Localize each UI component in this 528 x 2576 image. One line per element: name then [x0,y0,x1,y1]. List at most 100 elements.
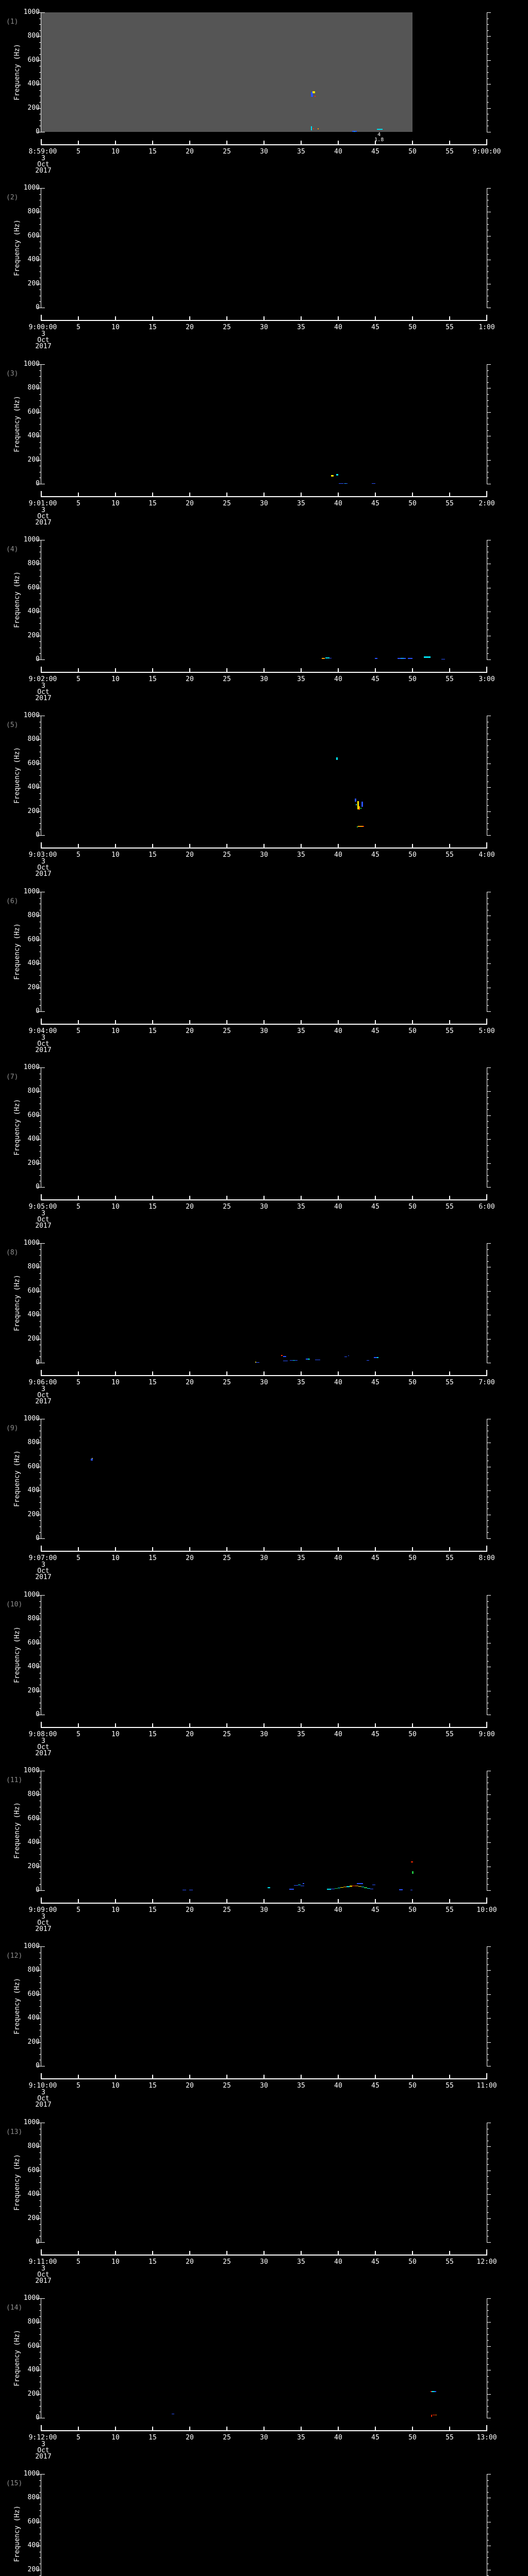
event-mark [372,1884,375,1886]
x-tick-label: 55 [446,851,454,859]
y-tick-label: 1000 [23,1591,40,1599]
x-tick [375,1899,376,1903]
panel-number: (8) [6,1249,19,1257]
y-tick-label: 200 [27,807,40,815]
y-minor-tick [39,1425,41,1426]
date-label: 2017 [35,343,52,350]
y-minor-tick [39,1472,41,1473]
y-major-tick [487,460,491,461]
x-axis-line [41,2255,487,2256]
end-time-label: 10:00 [476,1906,497,1914]
y-major-tick [37,811,41,812]
y-minor-tick [39,206,41,207]
x-tick-label: 40 [334,324,342,331]
x-tick [115,1723,116,1727]
y-axis-cap [41,1595,45,1596]
x-tick-label: 45 [371,2434,380,2442]
y-minor-tick [487,2316,489,2317]
y-minor-tick [39,382,41,383]
y-tick-label: 1000 [23,2119,40,2126]
x-tick [78,668,79,672]
y-minor-tick [487,2054,489,2055]
y-major-tick [487,1890,491,1891]
y-tick-label: 400 [27,607,40,616]
x-tick-label: 25 [223,1906,231,1914]
date-label: 2017 [35,2453,52,2461]
y-major-tick [37,1842,41,1843]
y-major-tick [37,364,41,365]
y-tick-label: 1000 [23,8,40,16]
event-mark [336,474,338,476]
x-tick [41,1370,42,1375]
x-tick-label: 10 [111,2258,120,2266]
y-minor-tick [487,799,489,800]
y-major-tick [487,1291,491,1292]
x-tick-label: 40 [334,1027,342,1035]
y-minor-tick [39,1884,41,1885]
y-major-tick [487,739,491,740]
event-mark [317,128,319,129]
y-minor-tick [39,1157,41,1158]
y-tick-label: 1000 [23,1415,40,1422]
x-tick [449,141,450,144]
x-tick-label: 35 [297,1906,305,1914]
y-minor-tick [39,2000,41,2001]
y-minor-tick [487,394,489,395]
y-tick-label: 0 [36,2414,40,2421]
x-tick [226,316,227,320]
y-tick-label: 0 [36,128,40,135]
y-tick-label: 200 [27,2038,40,2046]
y-minor-tick [487,1708,489,1709]
x-tick-label: 30 [260,1554,268,1562]
y-minor-tick [487,72,489,73]
x-tick-label: 10 [111,675,120,683]
y-minor-tick [39,2510,41,2511]
x-tick [486,2249,487,2255]
x-tick-label: 35 [297,2258,305,2266]
x-tick [375,1723,376,1727]
y-minor-tick [487,2492,489,2493]
y-tick-label: 1000 [23,1767,40,1774]
y-minor-tick [487,1133,489,1134]
y-tick-label: 200 [27,1686,40,1694]
y-minor-tick [39,1273,41,1274]
x-tick [375,2427,376,2430]
x-axis-line [41,1199,487,1200]
x-tick [152,668,153,672]
y-minor-tick [487,2212,489,2213]
y-minor-tick [487,2006,489,2007]
y-minor-tick [487,1502,489,1503]
y-minor-tick [39,2224,41,2225]
x-tick [449,844,450,848]
y-tick-label: 200 [27,983,40,991]
x-axis-line [41,1727,487,1728]
x-tick-label: 20 [186,148,194,156]
freq-axis-title: Frequency (Hz) [13,747,21,804]
x-axis-line [41,1551,487,1552]
x-tick-label: 30 [260,1379,268,1386]
panel-number: (9) [6,1425,19,1432]
date-label: Oct [37,2095,50,2103]
y-minor-tick [487,2164,489,2165]
x-tick-label: 10 [111,2434,120,2442]
event-mark [423,656,431,658]
y-axis-cap [41,364,45,365]
y-minor-tick [39,793,41,794]
panel-number: (2) [6,194,19,201]
y-minor-tick [487,2310,489,2311]
x-tick-label: 20 [186,2082,194,2090]
y-minor-tick [39,2376,41,2377]
y-minor-tick [487,1157,489,1158]
x-tick-label: 35 [297,675,305,683]
event-mark [340,1887,344,1888]
y-tick-label: 800 [27,1966,40,1974]
x-axis-line [41,672,487,673]
date-label: 3 [41,1034,45,1042]
y-tick-label: 800 [27,2318,40,2326]
x-tick-label: 55 [446,324,454,331]
y-major-tick [487,2298,491,2299]
y-minor-tick [39,442,41,443]
x-tick [226,2427,227,2430]
y-minor-tick [487,2328,489,2329]
x-tick-label: 55 [446,675,454,683]
